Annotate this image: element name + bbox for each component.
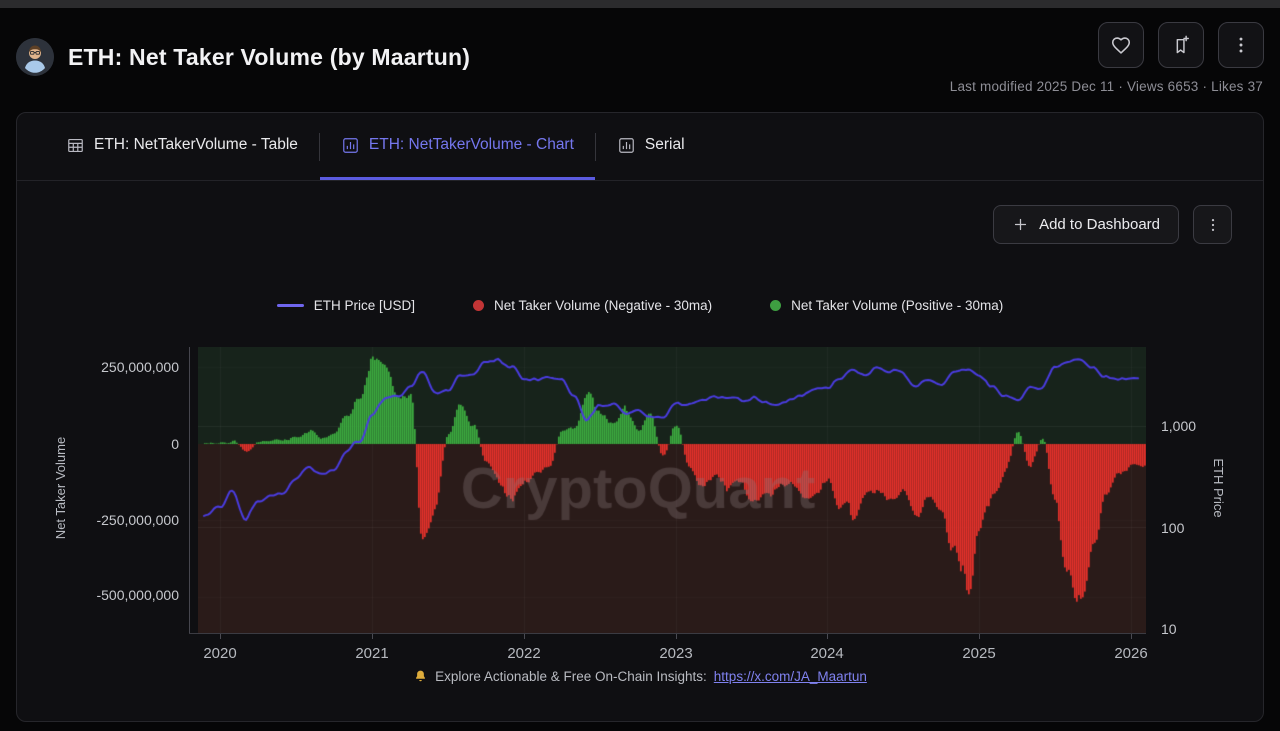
chart-plot-area[interactable] bbox=[198, 347, 1146, 633]
legend-item-negative-volume[interactable]: Net Taker Volume (Negative - 30ma) bbox=[473, 298, 712, 313]
window-top-strip bbox=[0, 0, 1280, 8]
x-tick-mark bbox=[524, 634, 525, 639]
cryptoquant-chart-page: ETH: Net Taker Volume (by Maartun) Last … bbox=[0, 0, 1280, 731]
chart-more-button[interactable] bbox=[1193, 205, 1232, 244]
dot-swatch bbox=[473, 300, 484, 311]
left-axis-title: Net Taker Volume bbox=[53, 408, 69, 568]
page-title: ETH: Net Taker Volume (by Maartun) bbox=[68, 44, 470, 71]
tab-chart-label: ETH: NetTakerVolume - Chart bbox=[369, 136, 574, 154]
right-axis-tick: 10 bbox=[1161, 620, 1241, 638]
x-tick-mark bbox=[676, 634, 677, 639]
left-axis-tick: -500,000,000 bbox=[47, 586, 179, 604]
x-tick-mark bbox=[372, 634, 373, 639]
tab-chart[interactable]: ETH: NetTakerVolume - Chart bbox=[320, 113, 595, 180]
add-to-dashboard-label: Add to Dashboard bbox=[1039, 216, 1160, 233]
legend-label: Net Taker Volume (Negative - 30ma) bbox=[494, 298, 712, 313]
chart-card: ETH: NetTakerVolume - Table ETH: NetTake… bbox=[16, 112, 1264, 722]
table-icon bbox=[66, 136, 85, 155]
bookmark-plus-icon bbox=[1170, 34, 1192, 56]
x-tick-mark bbox=[979, 634, 980, 639]
tab-serial[interactable]: Serial bbox=[596, 113, 706, 180]
chart-annotation: Explore Actionable & Free On-Chain Insig… bbox=[17, 669, 1263, 684]
x-axis-label: 2025 bbox=[939, 645, 1019, 662]
tab-bar: ETH: NetTakerVolume - Table ETH: NetTake… bbox=[17, 113, 1263, 181]
legend-label: ETH Price [USD] bbox=[314, 298, 415, 313]
annotation-text: Explore Actionable & Free On-Chain Insig… bbox=[435, 669, 707, 684]
left-axis-tick: -250,000,000 bbox=[47, 511, 179, 529]
heart-icon bbox=[1110, 34, 1132, 56]
legend-label: Net Taker Volume (Positive - 30ma) bbox=[791, 298, 1003, 313]
bar-chart-icon bbox=[617, 136, 636, 155]
line-swatch bbox=[277, 304, 304, 307]
dot-swatch bbox=[770, 300, 781, 311]
x-axis-label: 2022 bbox=[484, 645, 564, 662]
x-axis-label: 2020 bbox=[180, 645, 260, 662]
legend-item-positive-volume[interactable]: Net Taker Volume (Positive - 30ma) bbox=[770, 298, 1003, 313]
like-button[interactable] bbox=[1098, 22, 1144, 68]
bell-icon bbox=[413, 669, 428, 684]
bottom-axis-line bbox=[189, 633, 1146, 634]
add-to-dashboard-button[interactable]: Add to Dashboard bbox=[993, 205, 1179, 244]
x-axis-label: 2024 bbox=[787, 645, 867, 662]
bar-chart-icon bbox=[341, 136, 360, 155]
tab-table[interactable]: ETH: NetTakerVolume - Table bbox=[45, 113, 319, 180]
avatar-illustration bbox=[16, 38, 54, 76]
kebab-menu-icon bbox=[1204, 216, 1222, 234]
annotation-link[interactable]: https://x.com/JA_Maartun bbox=[714, 669, 867, 684]
tab-table-label: ETH: NetTakerVolume - Table bbox=[94, 136, 298, 154]
author-avatar[interactable] bbox=[16, 38, 54, 76]
right-axis-tick: 1,000 bbox=[1161, 417, 1241, 435]
bookmark-add-button[interactable] bbox=[1158, 22, 1204, 68]
left-axis-tick: 0 bbox=[47, 435, 179, 453]
x-axis-label: 2021 bbox=[332, 645, 412, 662]
left-axis-tick: 250,000,000 bbox=[47, 358, 179, 376]
x-axis-label: 2026 bbox=[1091, 645, 1171, 662]
chart-toolbar: Add to Dashboard bbox=[993, 205, 1232, 244]
chart-legend: ETH Price [USD] Net Taker Volume (Negati… bbox=[17, 298, 1263, 313]
left-axis-line bbox=[189, 347, 190, 633]
plus-icon bbox=[1012, 216, 1029, 233]
header-actions bbox=[1098, 22, 1264, 68]
x-axis-label: 2023 bbox=[636, 645, 716, 662]
right-axis-tick: 100 bbox=[1161, 519, 1241, 537]
kebab-menu-icon bbox=[1230, 34, 1252, 56]
legend-item-eth-price[interactable]: ETH Price [USD] bbox=[277, 298, 415, 313]
x-tick-mark bbox=[1131, 634, 1132, 639]
x-tick-mark bbox=[220, 634, 221, 639]
header-more-button[interactable] bbox=[1218, 22, 1264, 68]
tab-serial-label: Serial bbox=[645, 136, 685, 154]
x-tick-mark bbox=[827, 634, 828, 639]
last-modified-meta: Last modified 2025 Dec 11 · Views 6653 ·… bbox=[950, 79, 1263, 94]
